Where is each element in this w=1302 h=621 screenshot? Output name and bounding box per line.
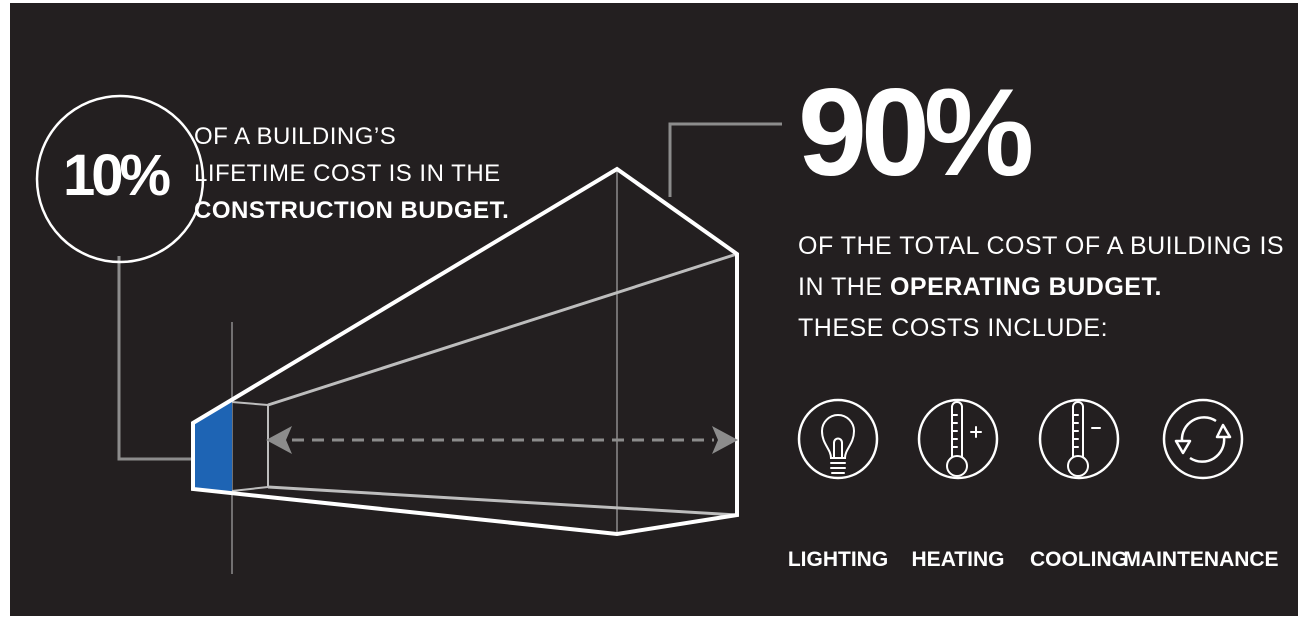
- construction-text-line-2: LIFETIME COST IS IN THE: [194, 160, 501, 187]
- inner-join-bottom: [231, 486, 269, 492]
- arrow-right-icon: [712, 426, 738, 454]
- inner-bottom-edge: [267, 485, 738, 517]
- construction-text-line-1: OF A BUILDING’S: [194, 123, 397, 150]
- building-outline: [191, 166, 739, 537]
- maintenance-label: MAINTENANCE: [1123, 548, 1279, 571]
- lightbulb-icon: [820, 414, 856, 479]
- operating-text-line-1: OF THE TOTAL COST OF A BUILDING IS: [798, 232, 1285, 260]
- operating-callout-line: [668, 122, 782, 197]
- operating-percent: 90%: [798, 64, 1034, 202]
- maintenance-icon-circle: [1162, 398, 1244, 480]
- percent-circle: [35, 94, 205, 264]
- thermometer-minus-icon: [1067, 401, 1101, 477]
- inner-top-edge: [267, 252, 738, 407]
- cooling-label: COOLING: [1030, 548, 1128, 571]
- cycle-arrows-icon: [1174, 416, 1232, 463]
- operating-text-line-3: THESE COSTS INCLUDE:: [798, 314, 1109, 342]
- thermometer-plus-icon: [946, 401, 982, 477]
- inner-join-top: [231, 401, 269, 406]
- construction-text-line-3: CONSTRUCTION BUDGET.: [194, 197, 510, 224]
- heating-icon-circle: [917, 398, 999, 480]
- construction-percent: 10%: [63, 143, 171, 208]
- construction-segment: [193, 402, 232, 491]
- lighting-label: LIGHTING: [787, 548, 889, 571]
- operating-text-prefix: IN THE: [798, 273, 890, 301]
- cost-diagram: [35, 94, 1244, 574]
- heating-label: HEATING: [911, 548, 1005, 571]
- arrow-left-icon: [266, 426, 292, 454]
- infographic: 10% OF A BUILDING’S LIFETIME COST IS IN …: [10, 3, 1298, 616]
- construction-callout-line: [117, 256, 193, 461]
- operating-text-line-2: IN THE OPERATING BUDGET.: [798, 267, 1162, 307]
- cooling-icon-circle: [1038, 398, 1120, 480]
- operating-budget-label: OPERATING BUDGET.: [889, 273, 1162, 301]
